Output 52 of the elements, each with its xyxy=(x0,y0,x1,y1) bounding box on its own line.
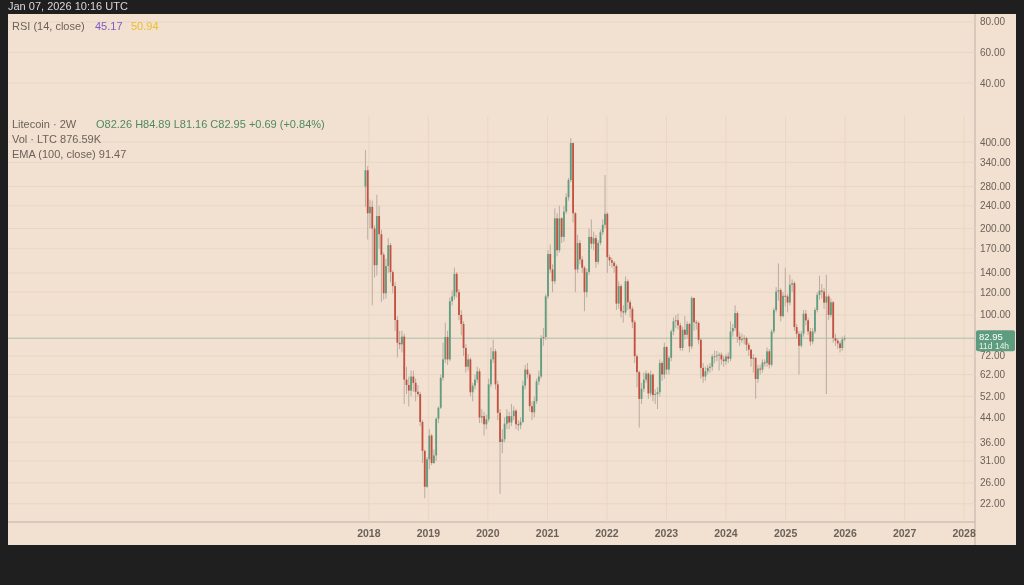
candlestick xyxy=(665,345,668,376)
y-tick-label: 80.00 xyxy=(980,16,1006,28)
x-tick-label: 2018 xyxy=(357,527,381,539)
candlestick xyxy=(647,372,650,400)
chart-subtitle: O82.26 H84.89 L81.16 C82.95 +0.69 (+0.84%) xyxy=(96,118,325,130)
candlestick xyxy=(825,274,828,395)
y-tick-label: 62.00 xyxy=(980,369,1006,381)
x-tick-label: 2021 xyxy=(535,527,560,539)
y-tick-label: 31.00 xyxy=(980,455,1006,467)
y-tick-label: 120.00 xyxy=(980,286,1012,298)
y-tick-label: 140.00 xyxy=(980,267,1012,279)
x-tick-label: 2025 xyxy=(773,527,798,539)
candlestick xyxy=(752,353,755,374)
y-tick-label: 400.00 xyxy=(980,136,1012,148)
annotation: 50.94 xyxy=(131,20,159,32)
y-tick-label: 200.00 xyxy=(980,222,1012,234)
y-tick-label: 44.00 xyxy=(980,411,1006,423)
candlestick xyxy=(515,408,517,430)
candlestick xyxy=(594,234,597,269)
x-tick-label: 2020 xyxy=(476,527,500,539)
y-tick-label: 72.00 xyxy=(980,350,1006,362)
x-tick-label: 2019 xyxy=(416,527,441,539)
y-tick-label: 60.00 xyxy=(980,46,1006,58)
x-tick-label: 2023 xyxy=(654,527,679,539)
annotation: EMA (100, close) 91.47 xyxy=(12,148,127,160)
y-tick-label: 22.00 xyxy=(980,498,1006,510)
y-tick-label: 340.00 xyxy=(980,156,1012,168)
y-tick-label: 280.00 xyxy=(980,181,1012,193)
candlestick xyxy=(839,340,841,353)
y-tick-label: 240.00 xyxy=(980,200,1012,212)
x-tick-label: 2027 xyxy=(892,527,917,539)
y-tick-label: 100.00 xyxy=(980,309,1012,321)
annotation: Vol · LTC 876.59K xyxy=(12,133,102,145)
y-tick-label: 26.00 xyxy=(980,477,1006,489)
candlestick xyxy=(766,347,768,368)
x-tick-label: 2028 xyxy=(952,527,976,539)
y-tick-label: 40.00 xyxy=(980,77,1006,89)
candlestick xyxy=(652,373,654,402)
ref-line-label: 82.95 xyxy=(979,331,1003,343)
candlestick xyxy=(754,357,757,400)
y-tick-label: 170.00 xyxy=(980,243,1012,255)
x-tick-label: 2022 xyxy=(595,527,619,539)
x-tick-label: 2024 xyxy=(714,527,738,539)
x-tick-label: 2026 xyxy=(833,527,857,539)
y-tick-label: 36.00 xyxy=(980,436,1006,448)
annotation: 45.17 xyxy=(95,20,123,32)
text: RSI (14, close) xyxy=(12,20,85,32)
chart-title: Litecoin · 2W xyxy=(12,118,77,130)
y-tick-label: 52.00 xyxy=(980,390,1006,402)
text: 11d 14h xyxy=(979,340,1010,351)
candlestick xyxy=(649,370,652,397)
text: Jan 07, 2026 10:16 UTC xyxy=(8,0,128,12)
